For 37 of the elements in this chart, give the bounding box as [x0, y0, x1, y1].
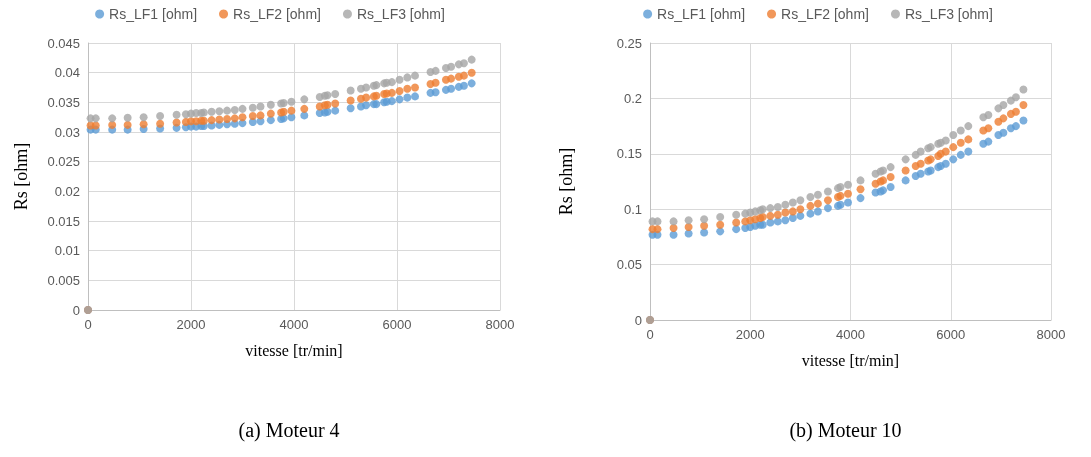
legend-label: Rs_LF1 [ohm] [109, 6, 198, 22]
x-tick-label: 8000 [485, 317, 515, 332]
y-tick-label: 0.015 [47, 213, 80, 229]
x-tick-label: 4000 [279, 317, 309, 332]
legend-label: Rs_LF2 [ohm] [233, 6, 321, 22]
text: (b) Moteur 10 [789, 419, 902, 442]
y-tick-label: 0.025 [47, 154, 80, 170]
y-tick-label: 0.02 [54, 183, 80, 199]
x-tick-label: 8000 [1036, 327, 1066, 342]
text: (a) Moteur 4 [238, 419, 340, 442]
x-axis-title: vitesse [tr/min] [245, 341, 343, 359]
y-tick-label: 0.2 [623, 90, 642, 106]
x-tick-label: 6000 [936, 327, 966, 342]
legend-label: Rs_LF1 [ohm] [657, 6, 746, 22]
y-tick-label: 0 [72, 302, 80, 318]
legend-label: Rs_LF3 [ohm] [356, 6, 445, 22]
y-tick-label: 0.045 [47, 35, 80, 51]
y-tick-label: 0.25 [616, 35, 642, 51]
legend-label: Rs_LF3 [ohm] [904, 6, 993, 22]
y-tick-label: 0.1 [623, 201, 642, 217]
y-tick-label: 0.01 [54, 243, 80, 259]
x-tick-label: 4000 [836, 327, 865, 342]
y-axis-title: Rs [ohm] [556, 147, 576, 216]
x-tick-label: 0 [84, 317, 92, 332]
y-tick-label: 0.15 [616, 146, 642, 162]
x-tick-label: 2000 [176, 317, 206, 332]
y-tick-label: 0.005 [47, 272, 80, 288]
x-tick-label: 0 [646, 327, 654, 342]
y-axis-title: Rs [ohm] [11, 142, 31, 211]
x-axis-title: vitesse [tr/min] [801, 351, 900, 369]
x-tick-label: 6000 [382, 317, 412, 332]
x-tick-label: 2000 [735, 327, 765, 342]
y-tick-label: 0.04 [54, 65, 80, 81]
y-tick-label: 0.05 [616, 257, 642, 273]
legend-label: Rs_LF2 [ohm] [781, 6, 869, 22]
y-tick-label: 0.03 [54, 124, 80, 140]
y-tick-label: 0.035 [47, 94, 80, 110]
